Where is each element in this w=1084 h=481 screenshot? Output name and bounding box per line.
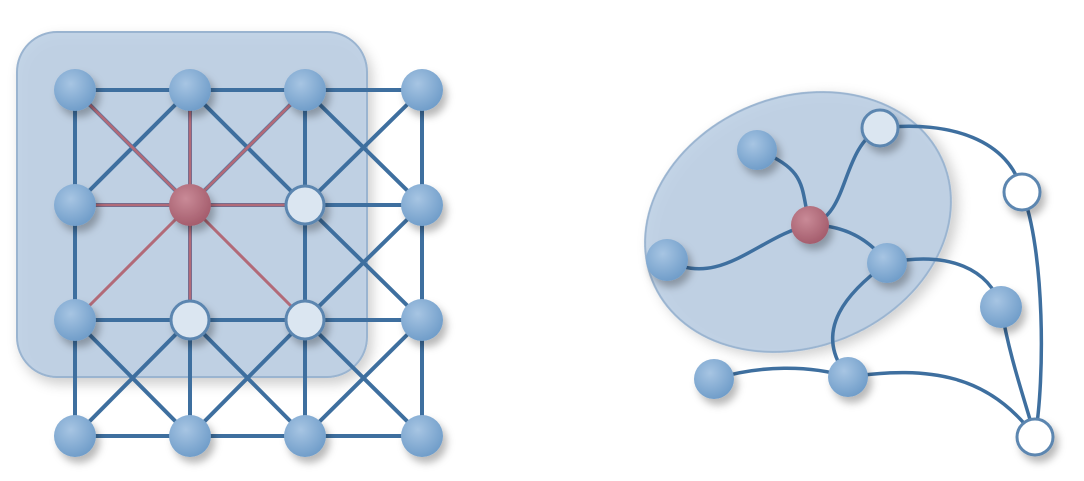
grid-node [401,299,443,341]
grid-empty-node [284,184,326,226]
graph-empty-node [1015,417,1055,457]
grid-node [54,69,96,111]
graph-node [646,239,688,281]
grid-empty-node [284,299,326,341]
grid-node [284,69,326,111]
graph-node [867,243,907,283]
grid-node [401,415,443,457]
grid-node [54,415,96,457]
grid-nodes [54,69,443,457]
grid-node [54,184,96,226]
graph-node [737,130,777,170]
grid-node [284,415,326,457]
grid-node [169,69,211,111]
graph-empty-node [860,108,900,148]
graph-node [828,357,868,397]
grid-node [169,415,211,457]
grid-node [401,184,443,226]
graph-empty-node [1002,172,1042,212]
graph-node [980,286,1022,328]
grid-empty-node [169,299,211,341]
grid-center-node [169,184,211,226]
grid-node [401,69,443,111]
grid-node [54,299,96,341]
grid-graph [16,31,443,457]
irregular-graph [644,91,1055,457]
graph-center-node [791,206,829,244]
irregular-nodes [646,108,1055,457]
graph-node [694,359,734,399]
